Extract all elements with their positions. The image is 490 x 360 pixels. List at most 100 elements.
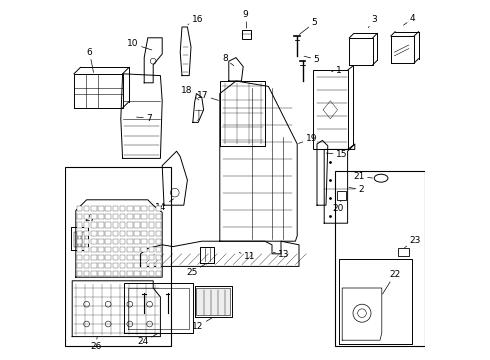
Bar [76,247,82,252]
Text: 5: 5 [304,55,319,64]
Bar [134,222,140,228]
Bar [148,215,154,220]
Bar [148,271,154,276]
Bar [134,255,140,260]
Bar [196,288,230,315]
Bar [156,255,162,260]
Text: 15: 15 [326,150,347,159]
Bar [141,222,147,228]
Bar [91,239,97,244]
Bar [105,247,111,252]
Bar [120,271,125,276]
Bar [148,222,154,228]
Bar [156,239,162,244]
Ellipse shape [374,174,388,182]
Bar [82,232,85,247]
Text: 17: 17 [197,91,219,100]
Bar [113,239,118,244]
Bar [134,271,140,276]
Text: 24: 24 [138,334,157,346]
Bar [84,215,90,220]
Bar [156,215,162,220]
Bar [127,255,133,260]
Bar [120,231,125,236]
Bar [120,255,125,260]
Bar [113,215,118,220]
Text: 10: 10 [127,40,152,50]
Bar [84,263,90,268]
Bar [113,222,118,228]
Bar [98,255,104,260]
Bar [127,206,133,211]
Bar [113,271,118,276]
Text: 21: 21 [353,172,372,181]
Bar [127,222,133,228]
Bar [141,206,147,211]
Bar [120,215,125,220]
Bar [84,255,90,260]
Bar [113,263,118,268]
Text: 1: 1 [332,66,342,75]
Bar [141,263,147,268]
Bar [84,239,90,244]
Text: 6: 6 [87,48,94,72]
Bar [156,263,162,268]
Bar [113,255,118,260]
Bar [134,206,140,211]
Bar [127,239,133,244]
Bar [105,222,111,228]
Bar [91,263,97,268]
Bar [98,271,104,276]
Bar [148,263,154,268]
Text: 19: 19 [298,134,317,144]
Bar [127,271,133,276]
Bar [134,231,140,236]
Bar [105,263,111,268]
Text: 22: 22 [383,270,400,294]
Bar [98,263,104,268]
Bar [156,271,162,276]
Bar [91,247,97,252]
Bar [91,215,97,220]
Bar [127,247,133,252]
Bar [141,247,147,252]
Text: 2: 2 [349,185,364,194]
Bar [148,206,154,211]
Bar [91,222,97,228]
Bar [113,231,118,236]
Bar [141,255,147,260]
Text: 16: 16 [188,15,203,24]
Bar [98,231,104,236]
Bar [113,206,118,211]
Bar [84,271,90,276]
Bar [98,247,104,252]
Bar [105,239,111,244]
Text: 23: 23 [405,236,421,248]
Text: 12: 12 [192,318,213,331]
Bar [120,247,125,252]
Bar [156,231,162,236]
Bar [76,263,82,268]
Bar [76,215,82,220]
Bar [156,222,162,228]
Bar [98,239,104,244]
Bar [76,271,82,276]
Text: 7: 7 [137,114,152,122]
Bar [91,255,97,260]
Bar [98,215,104,220]
Bar [120,222,125,228]
Text: 4: 4 [403,14,416,25]
Bar [105,271,111,276]
Bar [314,70,347,149]
Bar [84,206,90,211]
Text: 25: 25 [186,264,206,277]
Bar [76,206,82,211]
Text: 26: 26 [90,337,101,351]
Bar [84,231,90,236]
Bar [91,271,97,276]
Bar [76,222,82,228]
Bar [127,263,133,268]
Bar [141,271,147,276]
Bar [113,247,118,252]
Text: 14: 14 [155,199,173,212]
